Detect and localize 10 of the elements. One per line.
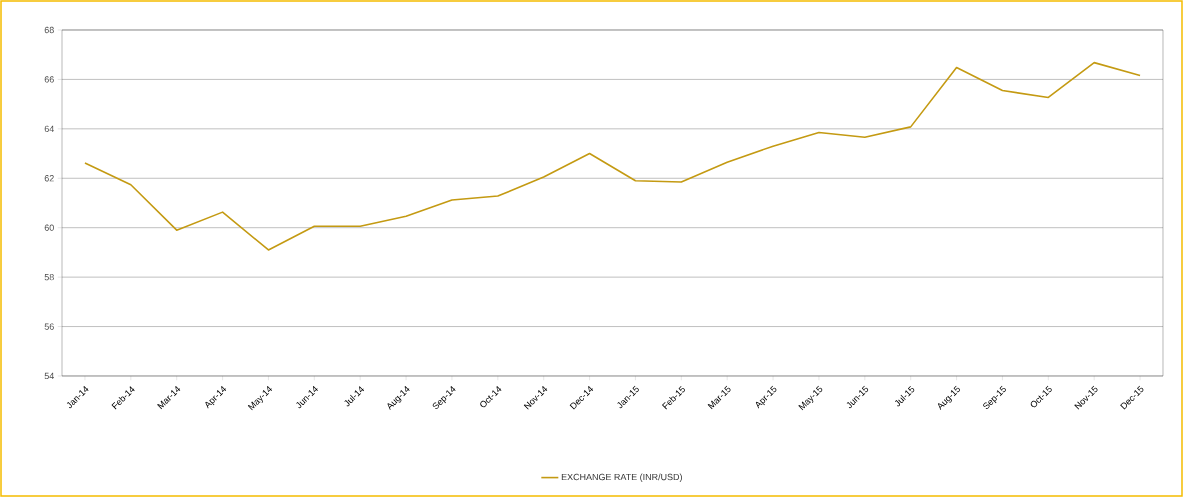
y-tick-label: 54	[44, 372, 54, 380]
y-tick-label: 58	[44, 273, 54, 281]
y-tick-label: 66	[44, 76, 54, 83]
y-tick-label: 60	[44, 224, 54, 231]
y-tick-label: 64	[44, 125, 54, 133]
line-series	[84, 61, 1141, 251]
y-tick-label: 62	[44, 175, 54, 182]
y-tick-label: 68	[44, 26, 54, 34]
y-tick-label: 56	[44, 323, 54, 330]
legend-label: EXCHANGE RATE (INR/USD)	[561, 473, 682, 482]
